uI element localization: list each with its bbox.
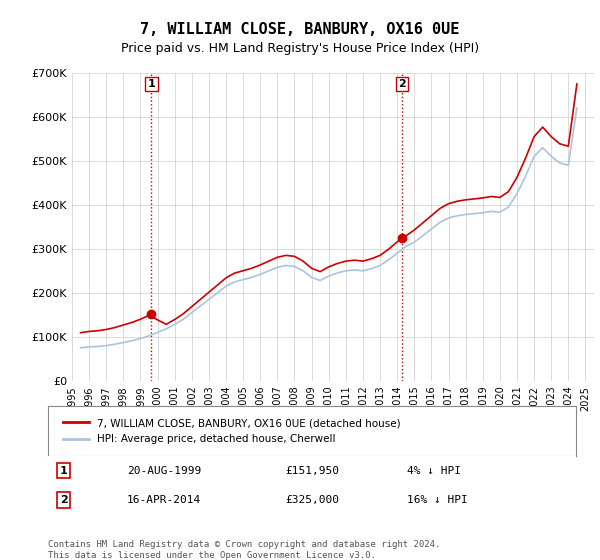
Text: 20-AUG-1999: 20-AUG-1999: [127, 465, 202, 475]
Text: 1: 1: [60, 465, 68, 475]
Legend: 7, WILLIAM CLOSE, BANBURY, OX16 0UE (detached house), HPI: Average price, detach: 7, WILLIAM CLOSE, BANBURY, OX16 0UE (det…: [58, 414, 405, 449]
Text: £325,000: £325,000: [286, 495, 340, 505]
Text: £151,950: £151,950: [286, 465, 340, 475]
Text: 1: 1: [148, 79, 155, 89]
Text: Price paid vs. HM Land Registry's House Price Index (HPI): Price paid vs. HM Land Registry's House …: [121, 42, 479, 55]
Text: 2: 2: [398, 79, 406, 89]
Text: 2: 2: [60, 495, 68, 505]
Text: 16% ↓ HPI: 16% ↓ HPI: [407, 495, 468, 505]
Text: 4% ↓ HPI: 4% ↓ HPI: [407, 465, 461, 475]
Text: 7, WILLIAM CLOSE, BANBURY, OX16 0UE: 7, WILLIAM CLOSE, BANBURY, OX16 0UE: [140, 22, 460, 38]
Text: 16-APR-2014: 16-APR-2014: [127, 495, 202, 505]
Text: Contains HM Land Registry data © Crown copyright and database right 2024.
This d: Contains HM Land Registry data © Crown c…: [48, 540, 440, 560]
